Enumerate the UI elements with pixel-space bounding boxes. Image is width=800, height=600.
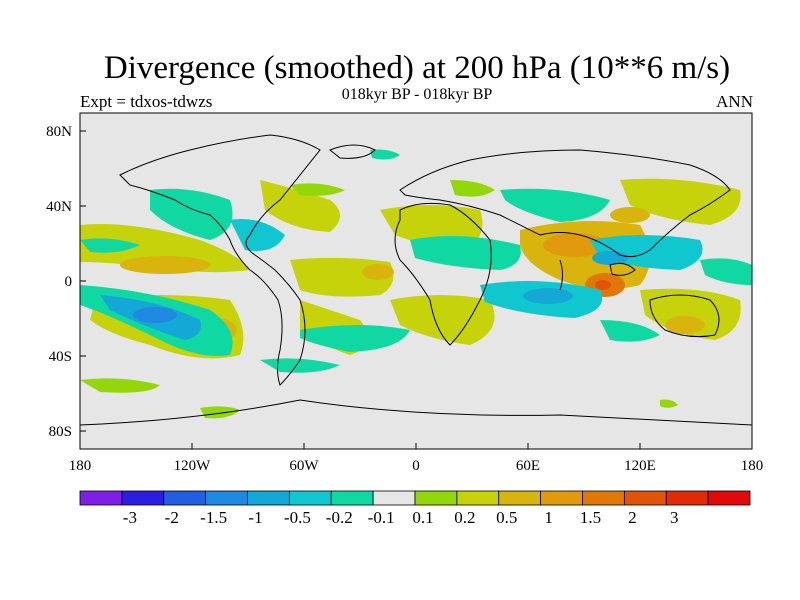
colorbar-swatch bbox=[288, 490, 332, 506]
lat-label: 80S bbox=[49, 424, 72, 440]
lon-label: 120E bbox=[624, 458, 656, 474]
colorbar-label: -0.2 bbox=[326, 508, 353, 527]
map-background bbox=[80, 113, 752, 449]
lon-label: 180 bbox=[741, 458, 764, 474]
colorbar-swatch bbox=[372, 490, 416, 506]
lon-label: 0 bbox=[412, 458, 420, 474]
colorbar-swatch bbox=[456, 490, 500, 506]
colorbar-swatch bbox=[121, 490, 165, 506]
colorbar-swatch bbox=[665, 490, 709, 506]
colorbar bbox=[79, 490, 751, 506]
lat-label: 0 bbox=[65, 274, 73, 290]
colorbar-label: 0.5 bbox=[496, 508, 517, 527]
colorbar-swatch bbox=[247, 490, 290, 506]
colorbar-swatch bbox=[623, 490, 667, 506]
map-title: Divergence (smoothed) at 200 hPa (10**6 … bbox=[103, 50, 731, 86]
colorbar-label: -3 bbox=[123, 508, 137, 527]
colorbar-swatch bbox=[414, 490, 458, 506]
lon-label: 60E bbox=[516, 458, 540, 474]
colorbar-swatch bbox=[540, 490, 583, 506]
colorbar-label: 0.1 bbox=[412, 508, 433, 527]
colorbar-label: 1 bbox=[544, 508, 553, 527]
colorbar-labels: -3 -2 -1.5 -1 -0.5 -0.2 -0.1 0.1 0.2 0.5 1 1.5 2 3 bbox=[123, 508, 679, 527]
longitude-labels: 180 120W 60W 0 60E 120E 180 bbox=[69, 458, 764, 474]
colorbar-label: 2 bbox=[628, 508, 637, 527]
lon-label: 120W bbox=[174, 458, 212, 474]
lat-label: 80N bbox=[46, 124, 72, 140]
lat-label: 40N bbox=[46, 199, 72, 215]
season-label: ANN bbox=[716, 92, 753, 111]
colorbar-swatch bbox=[707, 490, 751, 506]
colorbar-label: 3 bbox=[670, 508, 679, 527]
colorbar-swatch bbox=[330, 490, 374, 506]
colorbar-swatch bbox=[163, 490, 207, 506]
colorbar-label: -2 bbox=[165, 508, 179, 527]
colorbar-label: -0.1 bbox=[368, 508, 395, 527]
colorbar-swatch bbox=[79, 490, 123, 506]
divergence-field bbox=[80, 149, 752, 419]
coastlines bbox=[80, 134, 752, 426]
colorbar-swatch bbox=[205, 490, 248, 506]
colorbar-label: -1 bbox=[248, 508, 262, 527]
colorbar-label: -0.5 bbox=[284, 508, 311, 527]
map-panel bbox=[80, 113, 752, 449]
latitude-labels: 80N 40N 0 40S 80S bbox=[46, 124, 72, 440]
tick-marks bbox=[80, 130, 641, 449]
lon-label: 180 bbox=[69, 458, 92, 474]
colorbar-label: 1.5 bbox=[580, 508, 601, 527]
lat-label: 40S bbox=[49, 349, 72, 365]
map-subtitle: 018kyr BP - 018kyr BP bbox=[341, 86, 493, 103]
colorbar-swatch bbox=[582, 490, 625, 506]
colorbar-label: -1.5 bbox=[200, 508, 227, 527]
experiment-label: Expt = tdxos-tdwzs bbox=[80, 92, 213, 111]
lon-label: 60W bbox=[289, 458, 319, 474]
colorbar-label: 0.2 bbox=[454, 508, 475, 527]
colorbar-swatch bbox=[498, 490, 542, 506]
